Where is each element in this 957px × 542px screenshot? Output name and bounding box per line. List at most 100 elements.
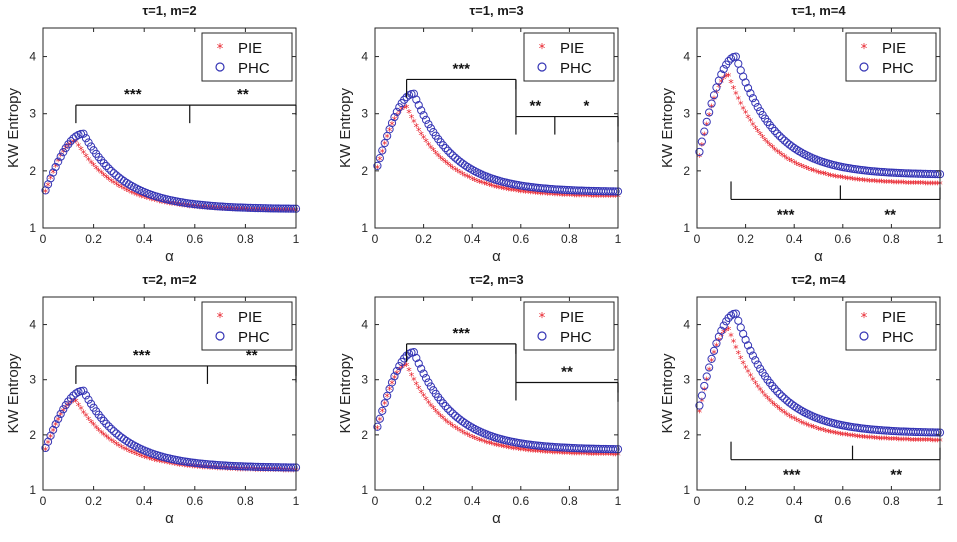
legend: * PIE PHC: [845, 301, 937, 351]
pie-point: *: [124, 185, 130, 198]
pie-point: *: [106, 434, 112, 447]
pie-point: *: [217, 463, 223, 476]
pie-point: *: [197, 462, 203, 475]
pie-point: *: [83, 411, 89, 424]
phc-point: [726, 311, 736, 320]
pie-point: *: [426, 139, 432, 152]
pie-point: *: [855, 431, 861, 444]
pie-point: *: [479, 436, 485, 449]
pie-point: *: [770, 398, 776, 411]
pie-point: *: [719, 330, 725, 343]
x-tick-label: 0: [694, 232, 701, 246]
pie-point: *: [66, 140, 72, 153]
pie-point: *: [240, 464, 246, 477]
x-tick-label: 0.4: [136, 494, 153, 508]
x-tick-label: 0: [372, 232, 379, 246]
pie-point: *: [457, 426, 463, 439]
pie-point: *: [508, 185, 514, 198]
pie-point: *: [896, 177, 902, 190]
pie-legend-label: PIE: [560, 309, 584, 326]
phc-legend-marker: [859, 62, 869, 72]
pie-point: *: [55, 414, 61, 427]
pie-point: *: [245, 465, 251, 478]
pie-point: *: [702, 385, 708, 398]
legend: * PIE PHC: [201, 301, 293, 351]
phc-point: [448, 151, 457, 160]
pie-point: *: [906, 435, 912, 448]
pie-point: *: [584, 449, 590, 462]
pie-point: *: [745, 112, 751, 125]
pie-point: *: [525, 187, 531, 200]
pie-point: *: [404, 360, 410, 373]
pie-point: *: [799, 161, 805, 174]
pie-point: *: [387, 125, 393, 138]
pie-series: ****************************************…: [375, 102, 622, 204]
pie-point: *: [200, 462, 206, 475]
pie-point: *: [152, 455, 158, 468]
pie-point: *: [862, 432, 868, 445]
pie-point: *: [728, 77, 734, 90]
y-tick-label: 4: [361, 318, 368, 332]
pie-point: *: [460, 169, 466, 182]
pie-point: *: [915, 435, 921, 448]
pie-point: *: [270, 465, 276, 478]
pie-point: *: [928, 435, 934, 448]
pie-point: *: [121, 184, 127, 197]
pie-point: *: [547, 189, 553, 202]
pie-point: *: [750, 374, 756, 387]
phc-point: [792, 145, 801, 154]
pie-point: *: [207, 463, 213, 476]
subplot-title: τ=1, m=4: [791, 3, 846, 18]
pie-point: *: [172, 459, 178, 472]
pie-point: *: [159, 457, 165, 470]
y-tick-label: 1: [29, 483, 36, 497]
phc-point: [286, 463, 296, 472]
pie-point: *: [881, 434, 887, 447]
phc-point: [702, 372, 711, 381]
phc-point: [697, 391, 706, 400]
pie-point: *: [154, 196, 160, 209]
pie-point: *: [91, 420, 97, 433]
y-axis-label: KW Entropy: [659, 353, 676, 434]
phc-legend-marker: [859, 331, 869, 341]
phc-point: [438, 141, 448, 150]
pie-point: *: [50, 167, 56, 180]
pie-point: *: [520, 187, 526, 200]
x-tick-label: 0.6: [186, 232, 203, 246]
pie-point: *: [431, 145, 437, 158]
significance-label: ***: [453, 60, 471, 77]
pie-point: *: [104, 432, 110, 445]
pie-point: *: [920, 178, 926, 191]
x-tick-label: 0.2: [415, 494, 432, 508]
phc-point: [79, 386, 88, 395]
y-axis-label: KW Entropy: [5, 87, 22, 168]
y-tick-label: 4: [29, 50, 36, 64]
pie-point: *: [567, 190, 573, 203]
pie-point: *: [881, 177, 887, 190]
pie-point: *: [202, 462, 208, 475]
pie-point: *: [377, 154, 383, 167]
pie-point: *: [930, 178, 936, 191]
pie-point: *: [477, 177, 483, 190]
y-tick-label: 3: [29, 373, 36, 387]
phc-point: [76, 386, 86, 396]
pie-point: *: [474, 176, 480, 189]
phc-point: [734, 59, 743, 68]
phc-point: [400, 354, 409, 363]
pie-series: ****************************************…: [43, 396, 299, 479]
phc-point: [441, 401, 450, 411]
pie-point: *: [220, 464, 226, 477]
legend: * PIE PHC: [201, 32, 293, 82]
y-tick-label: 3: [361, 373, 368, 387]
pie-point: *: [445, 417, 451, 430]
phc-legend-label: PHC: [560, 329, 592, 346]
phc-point: [183, 199, 192, 208]
phc-point: [185, 458, 194, 467]
pie-point: *: [66, 399, 72, 412]
phc-point: [373, 161, 382, 170]
pie-point: *: [828, 170, 834, 183]
pie-point: *: [486, 180, 492, 193]
phc-point: [780, 136, 789, 145]
phc-point: [734, 316, 743, 325]
pie-point: *: [212, 463, 218, 476]
